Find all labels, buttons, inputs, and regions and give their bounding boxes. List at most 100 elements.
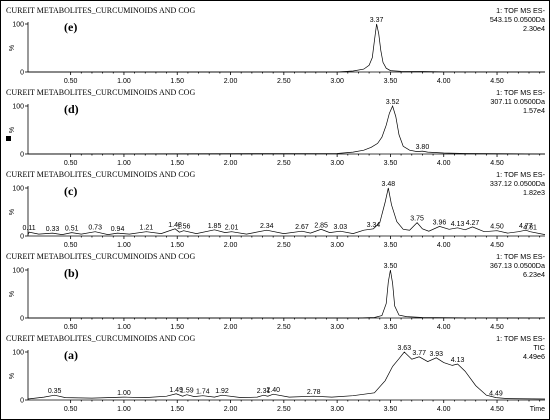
x-tick-label: 3.50 xyxy=(384,242,398,249)
y-axis-label: % xyxy=(9,291,16,297)
x-tick-label: 3.00 xyxy=(330,324,344,331)
detector-line: 1: TOF MS ES- xyxy=(496,6,545,15)
x-tick-label: 4.50 xyxy=(490,242,504,249)
y-axis-label: % xyxy=(9,373,16,379)
y-axis-label: % xyxy=(9,209,16,215)
panel-a: CUREIT METABOLITES_CURCUMINOIDS AND COG 1… xyxy=(6,334,546,413)
peak-label: 3.96 xyxy=(433,219,447,226)
peak-label: 3.93 xyxy=(429,351,443,358)
peak-label: 3.63 xyxy=(397,345,411,352)
peak-label: 2.67 xyxy=(295,224,309,231)
y-tick-label: 100 xyxy=(12,350,24,357)
x-tick-label: 4.50 xyxy=(490,160,504,167)
x-tick-label: 1.50 xyxy=(170,324,184,331)
peak-label: 0.94 xyxy=(111,226,125,233)
x-tick-label: 4.00 xyxy=(437,160,451,167)
peak-label: 0.51 xyxy=(65,226,79,233)
peak-label: 3.03 xyxy=(334,224,348,231)
x-tick-label: 4.00 xyxy=(437,242,451,249)
panel-title: CUREIT METABOLITES_CURCUMINOIDS AND COG xyxy=(6,6,195,15)
detector-line: 6.23e4 xyxy=(523,270,545,279)
series-line xyxy=(28,23,546,73)
panel-title: CUREIT METABOLITES_CURCUMINOIDS AND COG xyxy=(6,252,195,261)
detector-line: 2.30e4 xyxy=(523,24,545,33)
x-tick-label: 1.00 xyxy=(117,78,131,85)
peak-label: 2.40 xyxy=(266,387,280,394)
peak-label: 0.11 xyxy=(23,225,36,232)
x-tick-label: 2.50 xyxy=(277,78,291,85)
peak-label: 4.13 xyxy=(451,221,465,228)
y-axis-label: % xyxy=(9,45,16,51)
y-tick-label: 100 xyxy=(12,268,24,275)
detector-line: 337.12 0.0500Da xyxy=(490,179,545,188)
x-tick-label: 2.00 xyxy=(224,242,238,249)
x-tick-label: 1.50 xyxy=(170,160,184,167)
peak-label: 0.73 xyxy=(88,225,102,232)
panel-e: CUREIT METABOLITES_CURCUMINOIDS AND COG 1… xyxy=(6,6,546,85)
x-tick-label: 3.00 xyxy=(330,406,344,413)
peak-label: 4.77 xyxy=(519,223,533,230)
peak-label: 4.49 xyxy=(489,391,503,398)
x-tick-label: 2.50 xyxy=(277,324,291,331)
detector-line: 1.82e3 xyxy=(523,188,545,197)
x-tick-label: 2.50 xyxy=(277,406,291,413)
y-tick-label: 100 xyxy=(12,22,24,29)
x-tick-label: 2.50 xyxy=(277,242,291,249)
detector-line: 1: TOF MS ES- xyxy=(496,252,545,261)
x-tick-label: 1.50 xyxy=(170,78,184,85)
y-axis-label: % xyxy=(9,127,16,133)
x-tick-label: 2.00 xyxy=(224,406,238,413)
detector-line: 543.15 0.0500Da xyxy=(490,15,545,24)
peak-label: 3.37 xyxy=(370,17,384,24)
x-tick-label: 3.00 xyxy=(330,78,344,85)
panel-title: CUREIT METABOLITES_CURCUMINOIDS AND COG xyxy=(6,88,195,97)
x-tick-label: 0.50 xyxy=(64,324,78,331)
side-marker xyxy=(6,136,11,141)
x-tick-label: 2.00 xyxy=(224,324,238,331)
panel-label: (b) xyxy=(64,266,79,280)
peak-label: 2.85 xyxy=(314,222,328,229)
panel-b: CUREIT METABOLITES_CURCUMINOIDS AND COG 1… xyxy=(6,252,546,331)
x-tick-label: 2.00 xyxy=(224,160,238,167)
x-tick-label: 4.50 xyxy=(490,324,504,331)
x-tick-label: 3.50 xyxy=(384,78,398,85)
detector-line: 1: TOF MS ES- xyxy=(496,334,545,343)
x-tick-label: 2.00 xyxy=(224,78,238,85)
peak-label: 3.77 xyxy=(412,350,426,357)
peak-label: 3.75 xyxy=(410,216,424,223)
peak-label: 4.50 xyxy=(490,224,504,231)
x-axis-label: Time xyxy=(530,406,545,413)
y-tick-label: 0 xyxy=(20,70,24,77)
detector-line: 1: TOF MS ES- xyxy=(496,88,545,97)
x-tick-label: 4.50 xyxy=(490,78,504,85)
detector-line: 1.57e4 xyxy=(523,106,545,115)
peak-label: 2.78 xyxy=(307,389,321,396)
peak-label: 4.81 xyxy=(523,225,537,232)
peak-label: 3.50 xyxy=(384,263,398,270)
panel-label: (a) xyxy=(64,348,78,362)
y-tick-label: 100 xyxy=(12,186,24,193)
series-line xyxy=(27,104,546,155)
x-tick-label: 0.50 xyxy=(64,160,78,167)
x-tick-label: 1.00 xyxy=(117,242,131,249)
peak-label: 1.21 xyxy=(140,225,154,232)
panel-c: CUREIT METABOLITES_CURCUMINOIDS AND COG 1… xyxy=(6,170,546,249)
peak-label: 2.01 xyxy=(225,225,239,232)
peak-label: 1.74 xyxy=(196,389,210,396)
peak-label: 1.48 xyxy=(168,222,182,229)
y-tick-label: 0 xyxy=(20,152,24,159)
detector-line: 4.49e6 xyxy=(523,352,545,361)
x-tick-label: 4.00 xyxy=(437,324,451,331)
peak-label: 2.34 xyxy=(260,223,274,230)
x-tick-label: 1.00 xyxy=(117,324,131,331)
y-tick-label: 100 xyxy=(12,104,24,111)
peak-label: 1.59 xyxy=(180,388,194,395)
peak-label: 3.52 xyxy=(386,99,400,106)
y-tick-label: 0 xyxy=(20,398,24,405)
x-tick-label: 3.50 xyxy=(384,324,398,331)
series-line xyxy=(27,351,546,400)
panel-label: (c) xyxy=(64,184,77,198)
detector-line: 367.13 0.0500Da xyxy=(490,261,545,270)
